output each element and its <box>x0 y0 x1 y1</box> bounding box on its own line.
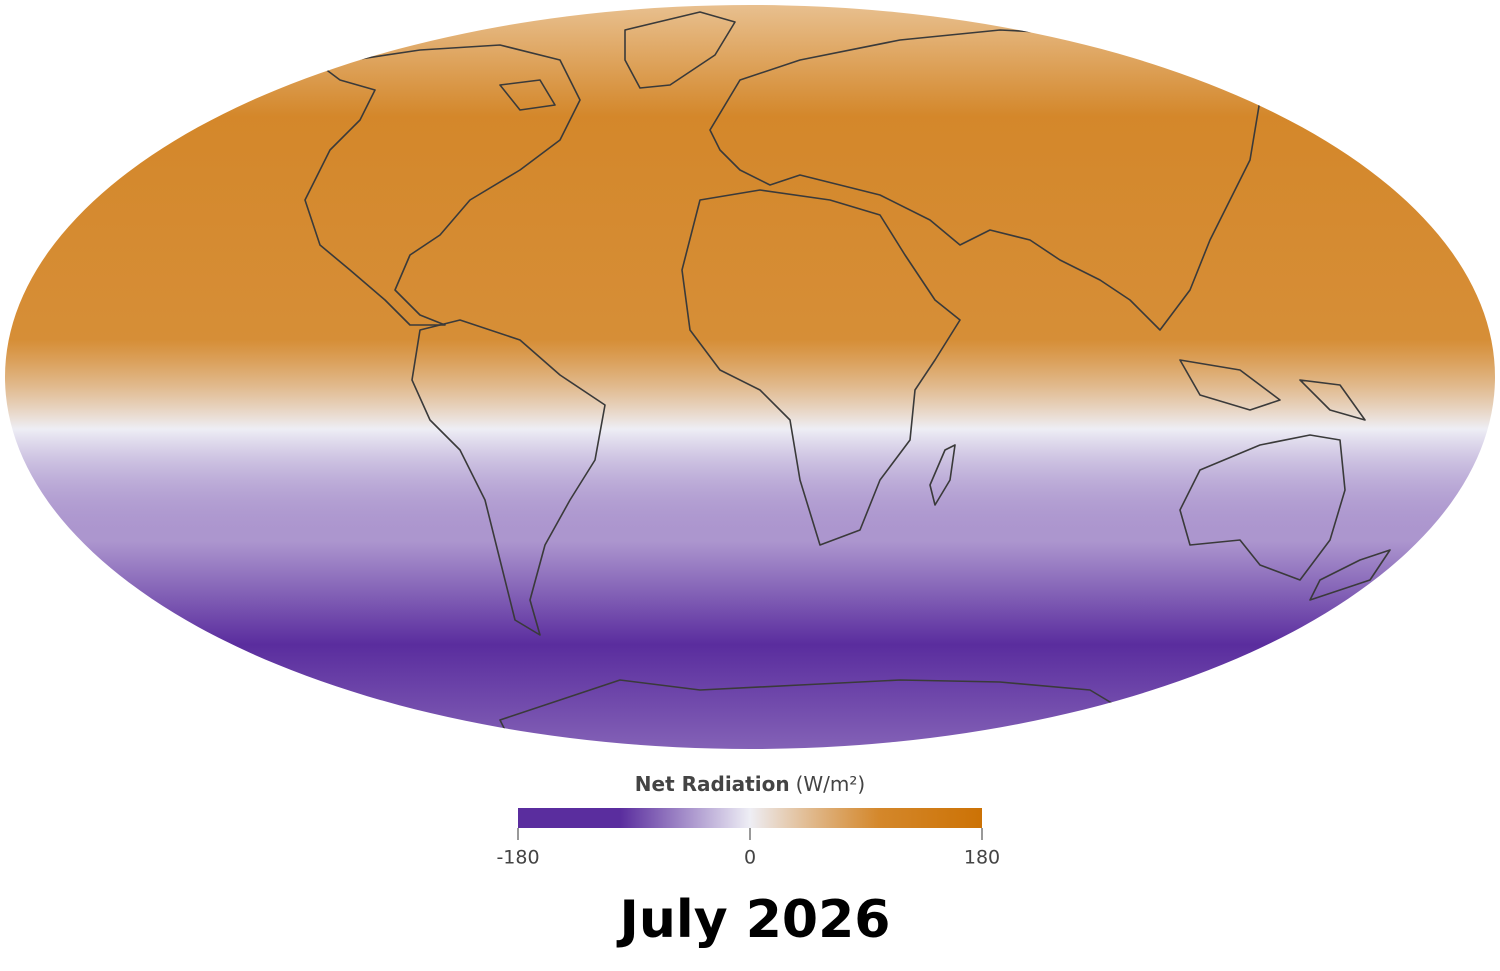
tick-label: -180 <box>496 847 539 869</box>
tick-label: 180 <box>964 847 1000 869</box>
color-bar <box>518 808 982 828</box>
legend-heading: Net Radiation (W/m²) <box>635 772 865 796</box>
legend-unit: (W/m²) <box>796 772 866 796</box>
coastlines <box>304 11 1391 749</box>
legend-title: Net Radiation <box>635 772 790 796</box>
radiation-map <box>5 5 1495 749</box>
tick-label: 0 <box>744 847 756 869</box>
legend-ticks: -180 0 180 <box>496 828 1000 869</box>
caption: July 2026 <box>617 890 891 950</box>
